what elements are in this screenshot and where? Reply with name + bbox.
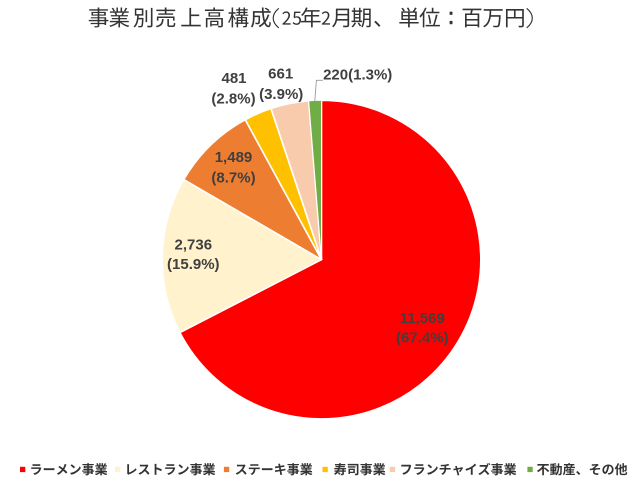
svg-text:(2.8%): (2.8%) <box>211 90 255 107</box>
svg-text:(15.9%): (15.9%) <box>167 256 220 273</box>
svg-text:(8.7%): (8.7%) <box>211 169 255 186</box>
svg-text:2,736: 2,736 <box>175 237 213 254</box>
svg-text:(67.4%): (67.4%) <box>396 330 449 347</box>
svg-text:661: 661 <box>268 66 293 83</box>
svg-text:1,489: 1,489 <box>215 149 253 166</box>
svg-text:(3.9%): (3.9%) <box>259 86 303 103</box>
svg-text:11,569: 11,569 <box>400 310 445 327</box>
svg-text:481: 481 <box>221 70 246 87</box>
svg-text:220(1.3%): 220(1.3%) <box>323 66 392 83</box>
